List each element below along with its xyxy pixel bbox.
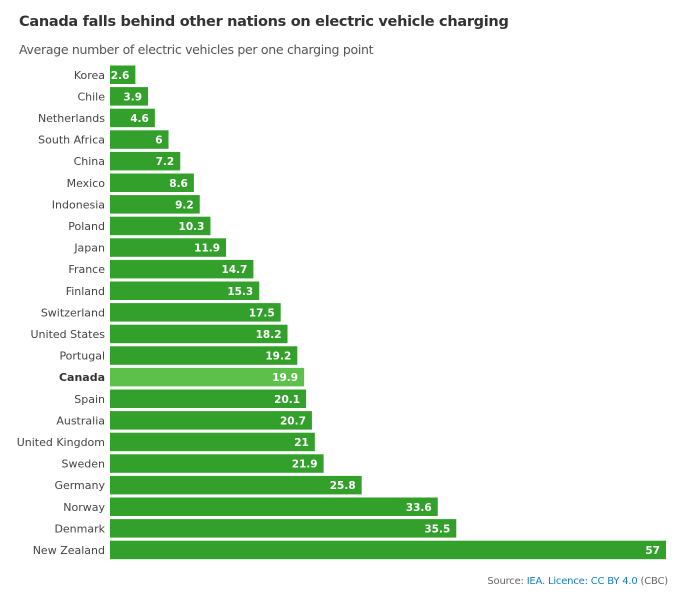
category-label: Norway xyxy=(63,501,105,514)
bar xyxy=(110,346,298,365)
bar-row: Canada 19.9 xyxy=(59,367,305,387)
category-label: Canada xyxy=(59,371,105,384)
category-label: China xyxy=(74,155,105,168)
chart-subtitle: Average number of electric vehicles per … xyxy=(19,42,374,57)
category-label: Japan xyxy=(73,242,105,255)
bar-row: Finland 15.3 xyxy=(66,281,260,300)
bar xyxy=(110,367,305,387)
bar xyxy=(110,454,324,473)
bar-row: Chile 3.9 xyxy=(77,87,149,106)
value-label: 8.6 xyxy=(169,178,188,190)
bar-row: Australia 20.7 xyxy=(56,411,312,430)
bar-row: Sweden 21.9 xyxy=(62,454,324,473)
bar xyxy=(110,540,666,560)
bar-row: Korea 2.6 xyxy=(74,65,136,84)
category-label: Chile xyxy=(77,90,105,103)
value-label: 35.5 xyxy=(424,523,450,535)
bar xyxy=(110,195,200,214)
value-label: 21 xyxy=(294,437,309,449)
bar-row: Indonesia 9.2 xyxy=(52,195,200,214)
value-label: 57 xyxy=(645,545,660,557)
bar xyxy=(110,87,149,106)
value-label: 3.9 xyxy=(123,91,142,103)
bar xyxy=(110,303,281,322)
value-label: 25.8 xyxy=(330,480,356,492)
bar-row: Switzerland 17.5 xyxy=(41,303,281,322)
bar xyxy=(110,281,260,300)
category-label: Portugal xyxy=(59,350,105,363)
bar-row: Norway 33.6 xyxy=(63,497,438,516)
bar xyxy=(110,173,194,192)
bar-row: Mexico 8.6 xyxy=(67,173,194,192)
value-label: 9.2 xyxy=(175,199,194,211)
value-label: 2.6 xyxy=(111,70,130,82)
chart-title: Canada falls behind other nations on ele… xyxy=(19,14,509,30)
bar xyxy=(110,497,438,516)
value-label: 10.3 xyxy=(179,221,205,233)
category-label: United Kingdom xyxy=(17,436,105,449)
category-label: Korea xyxy=(74,69,105,82)
category-label: Switzerland xyxy=(41,306,105,319)
bar xyxy=(110,432,315,452)
bar-row: Germany 25.8 xyxy=(54,475,362,495)
bar-row: Netherlands 4.6 xyxy=(38,108,155,128)
bar-row: South Africa 6 xyxy=(38,130,169,149)
bar-row: France 14.7 xyxy=(68,259,254,279)
bar xyxy=(110,238,227,257)
value-label: 18.2 xyxy=(256,329,282,341)
category-label: Sweden xyxy=(62,458,105,471)
bar-row: United States 18.2 xyxy=(31,324,288,344)
category-label: South Africa xyxy=(38,134,105,147)
category-label: Indonesia xyxy=(52,198,105,211)
bar-row: China 7.2 xyxy=(74,151,181,171)
category-label: Germany xyxy=(54,479,105,492)
bar xyxy=(110,108,155,128)
bar xyxy=(110,259,254,279)
value-label: 19.2 xyxy=(265,351,291,363)
bar-row: Japan 11.9 xyxy=(73,238,227,257)
category-label: Mexico xyxy=(67,177,106,190)
category-label: Netherlands xyxy=(38,112,105,125)
bar-row: Portugal 19.2 xyxy=(59,346,298,365)
value-label: 4.6 xyxy=(130,113,149,125)
source-suffix: (CBC) xyxy=(637,576,669,587)
value-label: 20.7 xyxy=(280,415,306,427)
value-label: 21.9 xyxy=(292,459,318,471)
bar-row: Spain 20.1 xyxy=(74,389,307,408)
value-label: 11.9 xyxy=(194,243,220,255)
category-label: United States xyxy=(31,328,106,341)
bar-row: New Zealand 57 xyxy=(33,540,666,560)
value-label: 15.3 xyxy=(227,286,253,298)
bar xyxy=(110,65,136,84)
bar-row: Poland 10.3 xyxy=(68,216,211,236)
category-label: Spain xyxy=(74,393,105,406)
bar-row: United Kingdom 21 xyxy=(17,432,315,452)
bar xyxy=(110,475,362,495)
category-label: Finland xyxy=(66,285,105,298)
bar xyxy=(110,151,181,171)
value-label: 14.7 xyxy=(221,264,247,276)
bar-row: Denmark 35.5 xyxy=(54,519,457,538)
value-label: 19.9 xyxy=(272,372,298,384)
value-label: 17.5 xyxy=(249,307,275,319)
bar xyxy=(110,130,169,149)
value-label: 20.1 xyxy=(274,394,300,406)
category-label: Denmark xyxy=(54,522,105,535)
value-label: 33.6 xyxy=(406,502,432,514)
category-label: New Zealand xyxy=(33,544,105,557)
source-prefix: Source: xyxy=(487,576,527,587)
source-note: Source: IEA. Licence: CC BY 4.0 (CBC) xyxy=(487,576,668,587)
value-label: 6 xyxy=(155,135,162,147)
bar xyxy=(110,216,211,236)
value-label: 7.2 xyxy=(156,156,175,168)
bar xyxy=(110,389,307,408)
bar xyxy=(110,324,288,344)
category-label: Poland xyxy=(68,220,105,233)
source-link[interactable]: IEA. Licence: CC BY 4.0 xyxy=(526,576,638,587)
category-label: Australia xyxy=(56,414,105,427)
bar xyxy=(110,519,457,538)
bar xyxy=(110,411,312,430)
category-label: France xyxy=(68,263,105,276)
